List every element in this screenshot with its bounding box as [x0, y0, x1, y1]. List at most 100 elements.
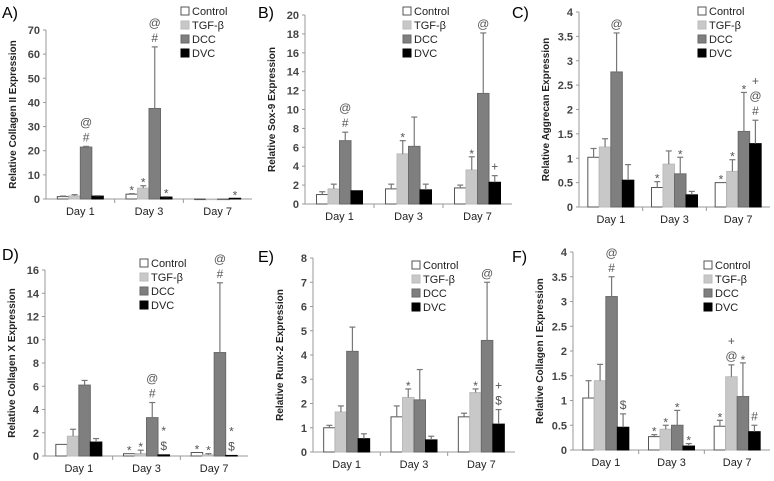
- bar-tgf-day1: [327, 188, 340, 205]
- panel-c: C) 0 0.5 1 1.5 2 2.5 3 3.5 4 Relative Aggrecan Exp…: [512, 5, 770, 226]
- bar-dvc-day3: [425, 439, 438, 453]
- panel-a: A) 0 10 20 30 40 50 60 70 Relative Collagen II Ex…: [2, 5, 252, 218]
- y-tick-label: 3: [567, 56, 573, 68]
- y-tick-label: 2: [293, 180, 299, 192]
- legend-swatch: [411, 260, 421, 270]
- y-tick-label: 0.5: [552, 420, 567, 432]
- bar-dvc-day7: [492, 423, 505, 453]
- y-tick-label: 16: [27, 265, 39, 277]
- legend-entry: TGF-β: [192, 20, 224, 32]
- legend-entry: DCC: [414, 34, 438, 46]
- legend-entry: Control: [192, 6, 227, 18]
- bar-tgf-day7: [726, 170, 739, 208]
- y-tick-label: 3: [301, 374, 307, 386]
- legend-entry: DVC: [414, 48, 437, 60]
- legend-swatch: [402, 48, 412, 58]
- x-tick-label: Day 1: [64, 463, 93, 475]
- x-tick-label: Day 3: [400, 459, 429, 471]
- bar-dcc-day1: [610, 71, 623, 208]
- bar-dvc-day1: [91, 195, 104, 200]
- x-tick-label: Day 7: [203, 206, 232, 218]
- y-tick-label: 0: [561, 445, 567, 457]
- bar-control-day7: [713, 425, 727, 451]
- significance-marker: *: [719, 173, 724, 187]
- legend-swatch: [402, 34, 412, 44]
- y-tick-label: 3: [561, 297, 567, 309]
- significance-marker: *: [663, 415, 668, 429]
- legend-swatch: [402, 20, 412, 30]
- legend-entry: DVC: [151, 300, 174, 312]
- bar-tgf-day7: [725, 376, 738, 451]
- legend-swatch: [697, 6, 707, 16]
- legend-swatch: [411, 288, 421, 298]
- y-tick-label: 0.5: [558, 178, 573, 190]
- legend-entry: DVC: [192, 48, 215, 60]
- x-tick-label: Day 1: [325, 211, 354, 223]
- x-tick-label: Day 3: [660, 214, 689, 226]
- significance-marker: #: [151, 31, 158, 45]
- y-tick-label: 0: [301, 447, 307, 459]
- bar-dvc-day1: [350, 190, 363, 205]
- bar-dvc-day7: [225, 454, 238, 457]
- y-tick-label: 4: [567, 7, 574, 19]
- bar-dcc-day1: [79, 146, 93, 200]
- bar-tgf-day3: [659, 428, 672, 451]
- x-tick-label: Day 1: [332, 459, 361, 471]
- significance-marker: *: [718, 410, 723, 424]
- bar-control-day7: [454, 187, 467, 205]
- y-axis-label: Relative Collagen I Expression: [535, 278, 546, 424]
- significance-marker: +: [752, 74, 759, 88]
- significance-marker: #: [752, 104, 759, 118]
- significance-marker: #: [83, 130, 90, 144]
- significance-marker: #: [608, 261, 615, 275]
- bar-dvc-day1: [616, 426, 630, 451]
- panel-label: F): [512, 249, 527, 266]
- significance-marker: $: [495, 394, 502, 408]
- y-tick-label: 16: [287, 48, 299, 60]
- x-tick-label: Day 1: [596, 214, 625, 226]
- bar-control-day1: [316, 194, 329, 205]
- significance-marker: $: [620, 398, 627, 412]
- legend-swatch: [139, 286, 149, 296]
- y-tick-label: 10: [28, 170, 40, 182]
- significance-marker: *: [141, 176, 146, 190]
- y-tick-label: 12: [287, 86, 299, 98]
- significance-marker: *: [473, 379, 478, 393]
- y-tick-label: 1: [567, 153, 573, 165]
- y-tick-label: 2: [567, 105, 573, 117]
- legend-entry: DVC: [709, 48, 732, 60]
- legend-entry: TGF-β: [709, 20, 741, 32]
- bar-dvc-day1: [89, 441, 103, 457]
- bar-dvc-day7: [748, 431, 761, 451]
- legend-swatch: [180, 48, 190, 58]
- bar-dcc-day7: [477, 92, 490, 205]
- y-tick-label: 8: [301, 253, 307, 265]
- significance-marker: *: [406, 379, 411, 393]
- y-tick-label: 8: [293, 123, 299, 135]
- x-tick-label: Day 3: [135, 206, 164, 218]
- bar-dcc-day1: [78, 384, 91, 457]
- y-tick-label: 6: [293, 142, 299, 154]
- bar-dvc-day3: [685, 194, 698, 208]
- y-tick-label: 70: [28, 25, 40, 37]
- y-tick-label: 12: [27, 312, 39, 324]
- y-tick-label: 50: [28, 73, 40, 85]
- bar-control-day1: [323, 427, 336, 453]
- legend-swatch: [139, 272, 149, 282]
- significance-marker: +: [491, 160, 498, 174]
- x-tick-label: Day 3: [132, 463, 161, 475]
- x-tick-label: Day 7: [200, 463, 229, 475]
- panel-d: D) 0 2 4 6 8 10 12 14 16 Relative Collagen X Expre…: [2, 247, 248, 475]
- y-tick-label: 20: [287, 10, 299, 22]
- significance-marker: @: [481, 266, 493, 280]
- significance-marker: *: [675, 400, 680, 414]
- y-tick-label: 4: [561, 247, 568, 259]
- significance-marker: #: [217, 267, 224, 281]
- y-tick-label: 1: [561, 396, 567, 408]
- legend-swatch: [180, 20, 190, 30]
- y-tick-label: 6: [301, 302, 307, 314]
- bar-tgf-day1: [598, 146, 612, 208]
- y-tick-label: 3.5: [558, 31, 573, 43]
- legend-entry: DCC: [715, 288, 739, 300]
